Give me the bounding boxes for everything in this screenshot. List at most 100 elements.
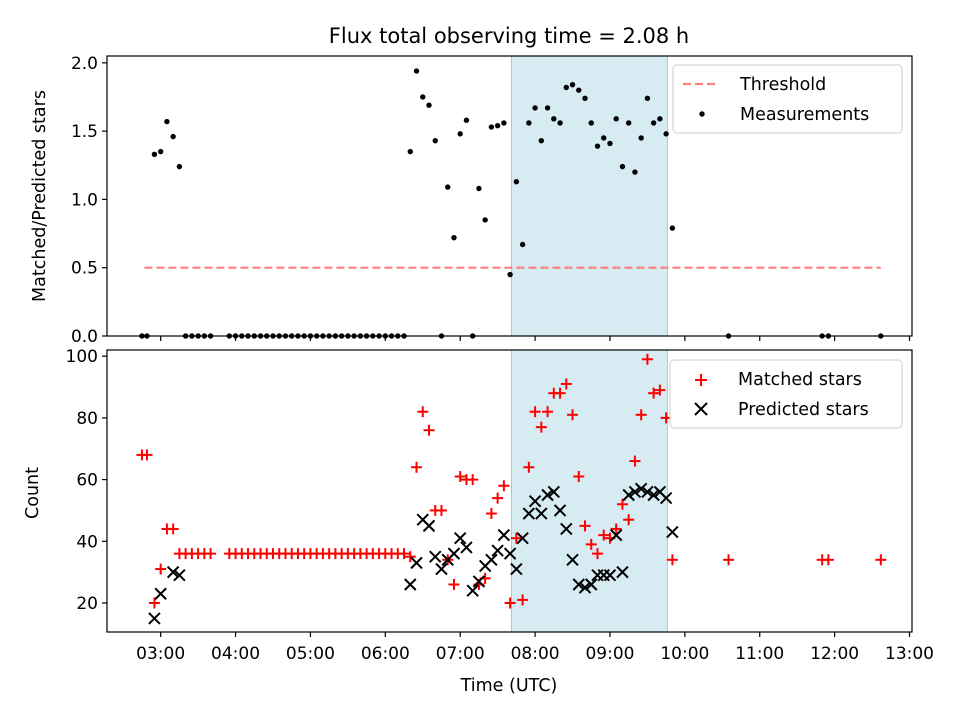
matched-star-point [591, 548, 603, 560]
top-x-ticks [160, 336, 911, 341]
measurement-point [151, 151, 158, 158]
predicted-star-point [666, 525, 679, 539]
x-tick-label: 08:00 [511, 644, 560, 664]
predicted-star-point [510, 562, 523, 576]
measurement-point [607, 140, 613, 147]
bottom-panel: 20 40 60 80 100 03:00 04:00 05:00 06:00 07:00 08:… [23, 347, 934, 696]
predicted-stars-points [148, 482, 679, 625]
predicted-star-point [148, 612, 161, 625]
predicted-star-point [585, 578, 598, 591]
matched-star-point [467, 474, 479, 486]
y-tick-label: 2.0 [71, 54, 98, 74]
measurement-point [494, 122, 501, 129]
predicted-star-point [422, 519, 436, 533]
measurement-point [476, 185, 482, 192]
predicted-star-point [528, 494, 542, 508]
matched-star-point [492, 492, 504, 504]
measurement-point [482, 217, 488, 223]
top-observing-window-shade [510, 55, 668, 337]
matched-star-point [598, 529, 610, 541]
predicted-star-point [553, 504, 567, 517]
x-tick-label: 04:00 [211, 644, 260, 664]
measurement-point [532, 105, 538, 111]
measurement-point [426, 102, 432, 108]
measurement-point [632, 169, 638, 175]
matched-stars-points [136, 353, 887, 609]
measurement-point [501, 120, 507, 126]
x-tick-label: 12:00 [810, 644, 859, 664]
predicted-star-point [472, 575, 486, 588]
predicted-star-point [447, 547, 461, 560]
matched-star-point [423, 424, 435, 436]
top-legend-box [672, 64, 903, 134]
predicted-star-point [641, 485, 654, 499]
measurement-point [663, 131, 669, 137]
measurement-point [420, 94, 426, 100]
measurement-point [669, 225, 676, 231]
matched-star-point [523, 461, 535, 473]
bottom-y-ticks: 20 40 60 80 100 [66, 347, 107, 614]
matched-star-point [485, 508, 497, 520]
measurement-point [594, 143, 601, 149]
predicted-star-point [497, 528, 511, 542]
matched-star-point [875, 554, 887, 566]
matched-star-point [155, 563, 167, 575]
matched-star-point [435, 504, 447, 516]
matched-star-point [167, 523, 179, 535]
predicted-star-point [522, 507, 536, 520]
bottom-legend-box [669, 359, 903, 429]
measurement-point [176, 163, 183, 170]
measurement-point [432, 137, 438, 144]
x-tick-label: 13:00 [885, 644, 934, 664]
matched-star-point [404, 551, 416, 563]
x-tick-label: 05:00 [286, 644, 335, 664]
y-tick-label: 80 [76, 409, 98, 429]
matched-star-point [822, 554, 834, 566]
y-tick-label: 1.0 [71, 190, 98, 210]
x-tick-label: 09:00 [585, 644, 634, 664]
legend-matched-swatch [695, 374, 707, 386]
matched-star-point [517, 594, 529, 606]
matched-star-point [723, 554, 735, 566]
predicted-star-point [535, 507, 548, 520]
top-y-ticks: 0.0 0.5 1.0 1.5 2.0 [71, 54, 107, 347]
predicted-star-point [166, 565, 180, 579]
matched-star-point [535, 421, 547, 433]
predicted-star-point [485, 553, 498, 567]
y-tick-label: 40 [76, 532, 98, 552]
predicted-star-point [154, 587, 167, 600]
measurement-point [557, 120, 563, 126]
top-y-axis-label: Matched/Predicted stars [30, 90, 50, 302]
predicted-star-point [622, 488, 635, 502]
measurement-point [601, 135, 607, 141]
matched-star-point [411, 461, 423, 473]
measurement-point [613, 116, 619, 122]
measurement-point [619, 163, 626, 170]
matched-star-point [616, 498, 628, 510]
matched-star-point [585, 538, 597, 550]
predicted-star-point [659, 491, 673, 505]
predicted-star-point [610, 528, 623, 542]
matched-star-point [573, 470, 585, 482]
predicted-star-point [503, 547, 517, 560]
predicted-star-point [435, 562, 448, 576]
predicted-star-point [404, 578, 417, 591]
matched-star-point [398, 548, 410, 560]
measurement-point [563, 84, 569, 91]
predicted-star-point [516, 531, 529, 545]
x-tick-label: 06:00 [361, 644, 410, 664]
predicted-star-point [541, 488, 554, 502]
matched-star-point [454, 470, 466, 482]
measurement-point [507, 271, 513, 278]
measurement-point [638, 135, 644, 141]
legend-threshold-label: Threshold [739, 75, 826, 95]
predicted-star-point [647, 488, 660, 502]
predicted-star-point [628, 485, 642, 499]
top-legend: Threshold Measurements [672, 64, 903, 134]
measurement-point [576, 87, 582, 93]
y-tick-label: 20 [76, 594, 98, 614]
measurement-point [413, 68, 420, 74]
bottom-y-axis-label: Count [23, 467, 43, 519]
matched-star-point [205, 548, 217, 560]
chart-title: Flux total observing time = 2.08 h [329, 24, 689, 48]
